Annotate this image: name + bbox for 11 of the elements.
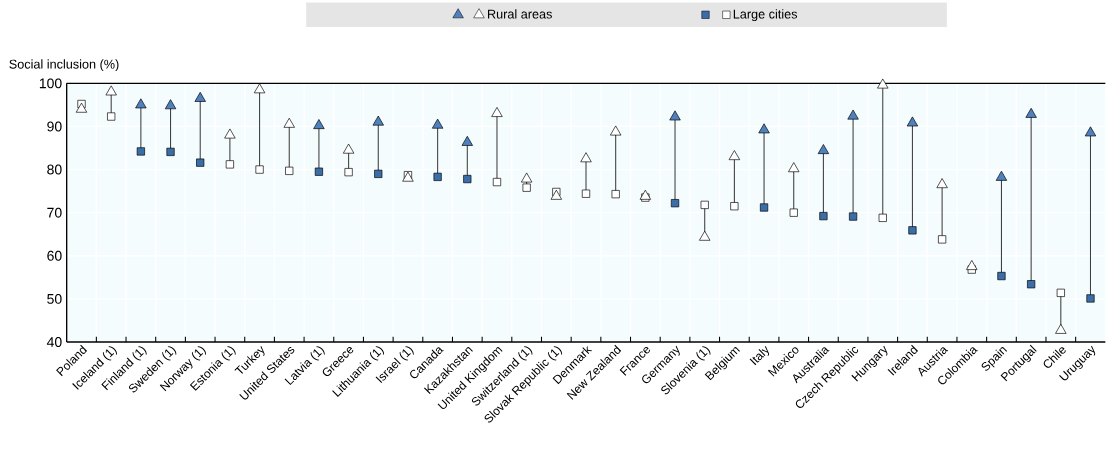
y-tick-label: 90 <box>47 121 62 132</box>
y-tick-label: 70 <box>47 207 62 218</box>
y-axis-title: Social inclusion (%) <box>9 59 119 72</box>
y-tick-label: 40 <box>46 337 62 347</box>
y-tick-label: 60 <box>47 250 62 261</box>
legend-label: Large cities <box>733 9 798 22</box>
x-tick-label: Italy <box>749 345 770 366</box>
y-tick-label: 100 <box>39 78 62 89</box>
y-tick-label: 50 <box>47 293 62 304</box>
y-tick-label: 80 <box>47 164 62 175</box>
legend-label: Rural areas <box>488 9 552 19</box>
